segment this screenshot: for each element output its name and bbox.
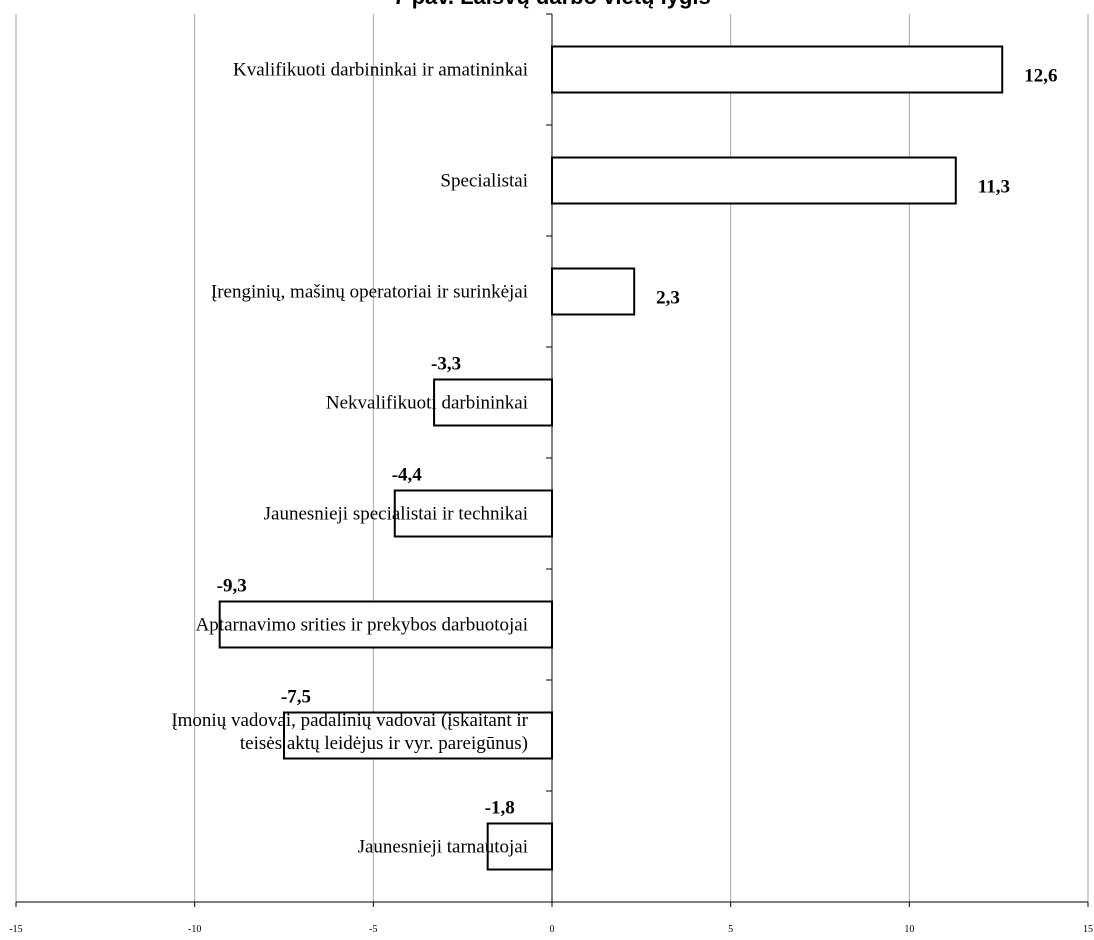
category-label: Specialistai (440, 171, 528, 192)
axes: -15 -10 -5 0 5 10 15 (9, 13, 1093, 935)
value-label: 12,6 (1024, 66, 1057, 87)
category-label: Įmonių vadovai, padalinių vadovai (įskai… (171, 710, 528, 731)
value-label: 2,3 (656, 288, 680, 309)
value-label: 11,3 (978, 177, 1010, 198)
bar (551, 45, 1004, 94)
x-tick-label: 15 (1083, 924, 1093, 935)
x-tick-label: -15 (9, 924, 22, 935)
chart-title: 7 pav. Laisvų darbo vietų lygis (393, 0, 710, 9)
x-tick-label: 5 (728, 924, 733, 935)
value-label: -9,3 (217, 576, 247, 597)
category-label: Jaunesnieji tarnautojai (358, 837, 528, 858)
bar (551, 156, 957, 205)
bar (393, 489, 554, 538)
value-label: -3,3 (431, 354, 461, 375)
category-label: Įrenginių, mašinų operatoriai ir surinkė… (211, 282, 528, 303)
labels: 12,6 11,3 2,3 -3,3 -4,4 -9,3 -7,5 -1,8 Kvalifiku… (171, 60, 1057, 858)
bar (551, 267, 636, 316)
bar (283, 711, 553, 760)
x-tick-label: -10 (188, 924, 201, 935)
value-label: -1,8 (485, 798, 515, 819)
category-label: teisės aktų leidėjus ir vyr. pareigūnus) (240, 733, 528, 754)
category-label: Aptarnavimo srities ir prekybos darbuoto… (196, 615, 528, 636)
category-label: Kvalifikuoti darbininkai ir amatininkai (233, 60, 528, 81)
x-tick-label: 0 (550, 924, 555, 935)
category-label: Nekvalifikuoti darbininkai (326, 393, 528, 414)
bar (486, 822, 553, 871)
bar (218, 600, 553, 649)
x-tick-label: 10 (904, 924, 914, 935)
value-label: -4,4 (392, 465, 423, 486)
value-label: -7,5 (281, 687, 311, 708)
bars (218, 45, 1004, 871)
bar (433, 378, 553, 427)
category-label: Jaunesnieji specialistai ir technikai (264, 504, 528, 525)
x-tick-label: -5 (369, 924, 377, 935)
